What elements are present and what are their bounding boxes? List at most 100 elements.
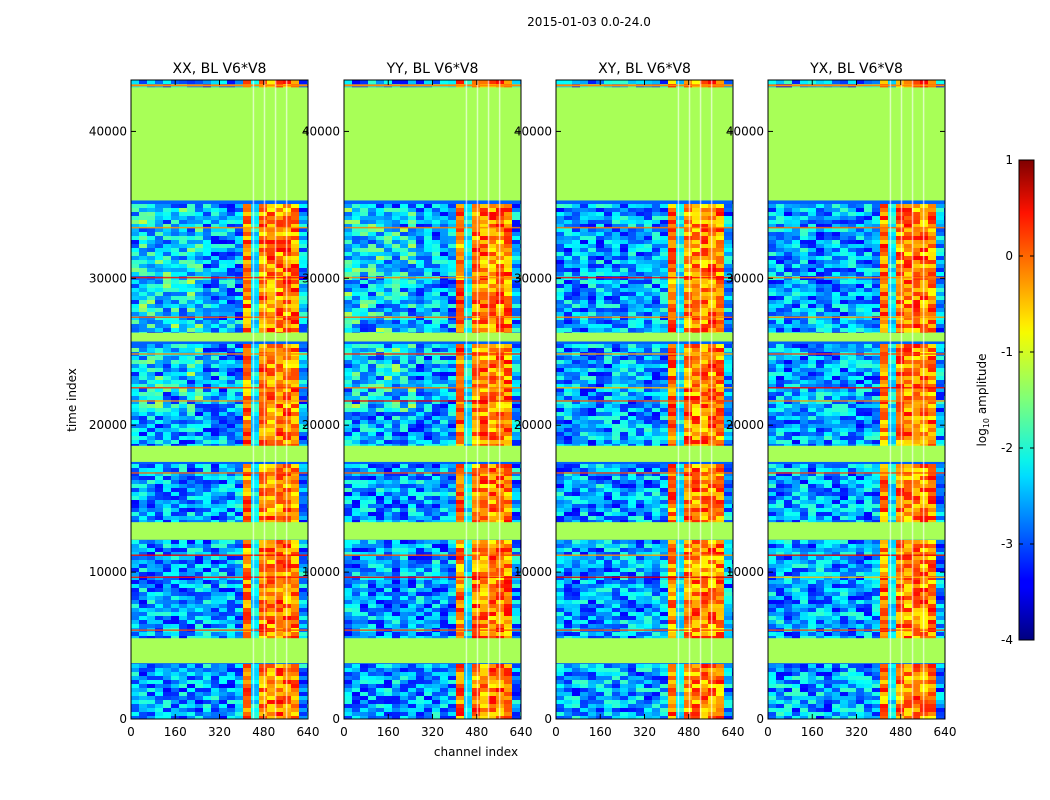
heatmap-cell: [376, 520, 384, 524]
heatmap-cell: [211, 368, 219, 372]
heatmap-cell: [155, 296, 163, 300]
heatmap-cell: [504, 280, 512, 284]
heatmap-cell: [163, 436, 171, 440]
heatmap-cell: [424, 312, 432, 316]
heatmap-cell: [408, 608, 416, 612]
heatmap-cell: [464, 204, 472, 208]
heatmap-cell: [211, 504, 219, 508]
heatmap-cell: [251, 632, 259, 636]
heatmap-cell: [147, 584, 155, 588]
heatmap-cell: [131, 556, 139, 560]
heatmap-cell: [344, 348, 352, 352]
heatmap-cell: [368, 600, 376, 604]
heatmap-cell: [155, 80, 163, 84]
rfi-line: [131, 353, 308, 355]
heatmap-cell: [187, 292, 195, 296]
heatmap-cell: [163, 376, 171, 380]
heatmap-cell: [344, 632, 352, 636]
heatmap-cell: [384, 436, 392, 440]
heatmap-cell: [299, 328, 307, 332]
heatmap-cell: [400, 348, 408, 352]
heatmap-cell: [352, 560, 360, 564]
heatmap-cell: [504, 244, 512, 248]
heatmap-cell: [299, 520, 307, 524]
heatmap-cell: [203, 424, 211, 428]
heatmap-cell: [392, 588, 400, 592]
heatmap-cell: [400, 324, 408, 328]
heatmap-cell: [171, 420, 179, 424]
heatmap-cell: [464, 468, 472, 472]
heatmap-cell: [211, 712, 219, 716]
heatmap-cell: [456, 208, 464, 212]
heatmap-cell: [299, 80, 307, 84]
heatmap-cell: [179, 436, 187, 440]
heatmap-cell: [440, 588, 448, 592]
heatmap-cell: [139, 216, 147, 220]
heatmap-cell: [195, 256, 203, 260]
heatmap-cell: [195, 556, 203, 560]
heatmap-cell: [267, 588, 275, 592]
heatmap-cell: [440, 384, 448, 388]
heatmap-cell: [448, 436, 456, 440]
heatmap-cell: [211, 264, 219, 268]
heatmap-cell: [464, 512, 472, 516]
heatmap-cell: [275, 300, 283, 304]
heatmap-cell: [259, 624, 267, 628]
heatmap-cell: [384, 564, 392, 568]
heatmap-cell: [131, 256, 139, 260]
heatmap-cell: [203, 436, 211, 440]
heatmap-cell: [235, 496, 243, 500]
heatmap-cell: [408, 388, 416, 392]
heatmap-cell: [171, 272, 179, 276]
heatmap-cell: [179, 480, 187, 484]
heatmap-cell: [219, 296, 227, 300]
heatmap-cell: [203, 676, 211, 680]
heatmap-cell: [360, 488, 368, 492]
x-tick-label: 480: [252, 725, 275, 739]
heatmap-cell: [416, 80, 424, 84]
heatmap-cell: [155, 472, 163, 476]
heatmap-cell: [440, 632, 448, 636]
heatmap-cell: [155, 432, 163, 436]
heatmap-cell: [235, 412, 243, 416]
heatmap-cell: [512, 620, 520, 624]
heatmap-cell: [163, 280, 171, 284]
heatmap-cell: [352, 540, 360, 544]
heatmap-cell: [448, 580, 456, 584]
heatmap-cell: [360, 376, 368, 380]
heatmap-cell: [251, 564, 259, 568]
heatmap-cell: [392, 488, 400, 492]
heatmap-cell: [400, 624, 408, 628]
heatmap-cell: [211, 664, 219, 668]
heatmap-cell: [259, 312, 267, 316]
heatmap-cell: [368, 280, 376, 284]
heatmap-cell: [464, 272, 472, 276]
heatmap-cell: [203, 464, 211, 468]
heatmap-cell: [171, 556, 179, 560]
heatmap-cell: [211, 380, 219, 384]
heatmap-cell: [227, 632, 235, 636]
heatmap-cell: [211, 684, 219, 688]
heatmap-cell: [360, 468, 368, 472]
heatmap-cell: [275, 224, 283, 228]
heatmap-cell: [139, 540, 147, 544]
heatmap-cell: [219, 324, 227, 328]
heatmap-cell: [203, 680, 211, 684]
heatmap-cell: [243, 324, 251, 328]
heatmap-cell: [171, 504, 179, 508]
heatmap-cell: [488, 240, 496, 244]
heatmap-cell: [211, 556, 219, 560]
heatmap-cell: [448, 280, 456, 284]
heatmap-cell: [147, 492, 155, 496]
heatmap-cell: [179, 664, 187, 668]
heatmap-cell: [360, 300, 368, 304]
heatmap-cell: [400, 592, 408, 596]
heatmap-cell: [259, 208, 267, 212]
heatmap-cell: [251, 236, 259, 240]
heatmap-cell: [139, 560, 147, 564]
heatmap-cell: [512, 424, 520, 428]
heatmap-cell: [400, 612, 408, 616]
heatmap-cell: [195, 432, 203, 436]
heatmap-cell: [227, 664, 235, 668]
heatmap-cell: [267, 420, 275, 424]
